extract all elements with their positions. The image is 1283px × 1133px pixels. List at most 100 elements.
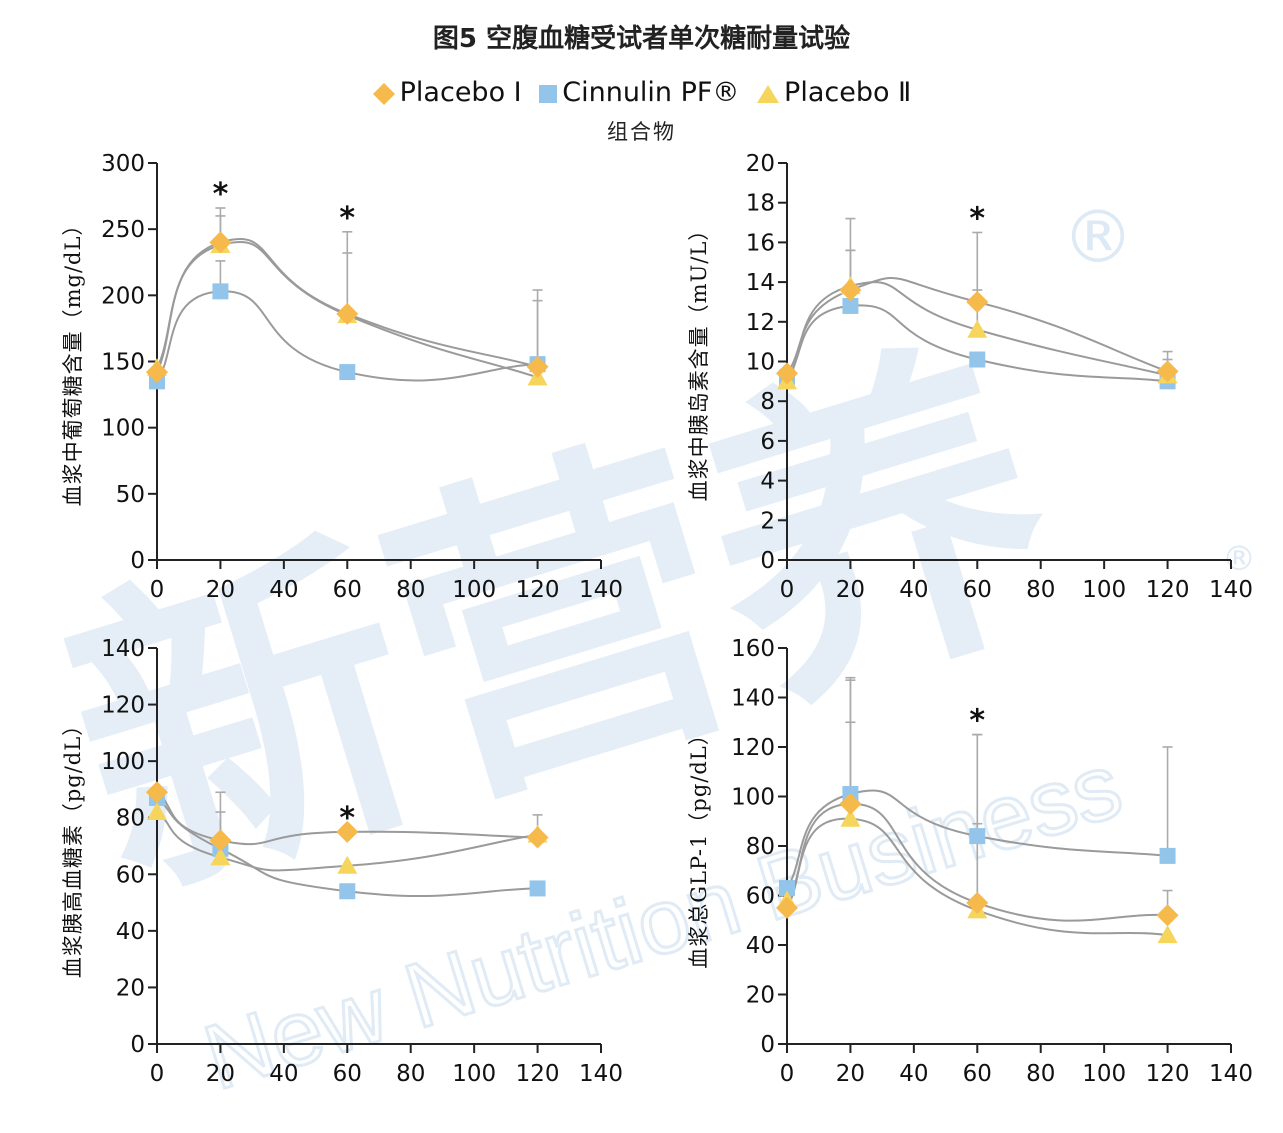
x-tick-label: 60 bbox=[963, 1061, 992, 1087]
data-point-placebo-2 bbox=[337, 855, 358, 874]
y-tick-label: 100 bbox=[731, 785, 775, 811]
x-tick-label: 80 bbox=[396, 577, 425, 603]
x-tick-label: 40 bbox=[899, 1061, 928, 1087]
significance-marker: * bbox=[339, 201, 355, 236]
y-tick-label: 12 bbox=[746, 310, 775, 336]
legend-item-placebo-2: Placebo Ⅱ bbox=[756, 77, 911, 108]
data-point-cinnulin bbox=[779, 880, 795, 897]
legend-label: Placebo Ⅰ bbox=[399, 77, 522, 108]
y-tick-label: 140 bbox=[101, 636, 145, 662]
x-tick-label: 140 bbox=[1209, 1061, 1253, 1087]
series-line bbox=[786, 789, 1168, 889]
x-tick-label: 80 bbox=[1026, 577, 1055, 603]
data-point-placebo-2 bbox=[210, 847, 231, 866]
significance-marker: * bbox=[339, 801, 355, 836]
y-tick-label: 150 bbox=[101, 350, 145, 376]
x-tick-label: 40 bbox=[269, 1061, 298, 1087]
series-line bbox=[786, 802, 1168, 922]
data-point-placebo-1 bbox=[209, 231, 232, 254]
x-tick-label: 100 bbox=[1082, 1061, 1126, 1087]
y-tick-label: 16 bbox=[746, 230, 775, 256]
x-tick-label: 60 bbox=[333, 1061, 362, 1087]
y-tick-label: 2 bbox=[760, 508, 775, 534]
y-tick-label: 40 bbox=[746, 933, 775, 959]
data-point-cinnulin bbox=[842, 297, 859, 314]
x-tick-label: 80 bbox=[1026, 1061, 1055, 1087]
data-point-placebo-1 bbox=[336, 302, 359, 325]
x-tick-label: 40 bbox=[899, 577, 928, 603]
chart-panel-4: 0 20 40 60 80 100 120 140 160 0 20 40 60 80 100 120 140 血… bbox=[687, 636, 1253, 1087]
y-tick-label: 60 bbox=[116, 862, 145, 888]
data-point-placebo-1 bbox=[336, 820, 359, 843]
data-point-placebo-1 bbox=[146, 781, 168, 804]
y-tick-label: 0 bbox=[760, 548, 775, 574]
data-point-placebo-1 bbox=[1156, 904, 1179, 927]
series-line bbox=[786, 817, 1168, 937]
data-point-placebo-2 bbox=[1157, 925, 1178, 944]
data-point-cinnulin bbox=[339, 364, 356, 381]
data-point-placebo-2 bbox=[147, 802, 167, 821]
x-tick-label: 60 bbox=[963, 577, 992, 603]
data-point-placebo-1 bbox=[839, 792, 862, 815]
series-line bbox=[786, 304, 1168, 383]
diamond-marker-icon bbox=[372, 82, 395, 105]
series-line bbox=[786, 281, 1168, 382]
y-tick-label: 40 bbox=[116, 919, 145, 945]
data-point-placebo-1 bbox=[146, 361, 168, 384]
significance-marker: * bbox=[969, 201, 985, 236]
x-tick-label: 100 bbox=[452, 577, 496, 603]
y-tick-label: 100 bbox=[101, 749, 145, 775]
y-tick-label: 160 bbox=[731, 636, 775, 662]
data-point-cinnulin bbox=[339, 883, 356, 900]
y-tick-label: 0 bbox=[130, 1032, 145, 1058]
legend-item-placebo-1: Placebo Ⅰ bbox=[372, 77, 522, 108]
x-tick-label: 20 bbox=[836, 1061, 865, 1087]
x-tick-label: 140 bbox=[1209, 577, 1253, 603]
y-axis-label: 血浆胰高血糖素（pg/dL） bbox=[61, 714, 85, 978]
series-line bbox=[156, 240, 538, 379]
y-tick-label: 6 bbox=[760, 429, 775, 455]
data-point-placebo-1 bbox=[209, 829, 232, 852]
y-axis-label: 血浆总GLP-1（pg/dL） bbox=[687, 723, 711, 969]
x-tick-label: 100 bbox=[452, 1061, 496, 1087]
data-point-placebo-1 bbox=[776, 896, 798, 919]
chart-panel-3: 0 20 40 60 80 100 120 140 0 20 40 60 80 100 120 140 血浆胰高… bbox=[61, 636, 623, 1087]
x-tick-label: 120 bbox=[516, 577, 560, 603]
x-tick-label: 0 bbox=[780, 1061, 795, 1087]
y-tick-label: 140 bbox=[731, 686, 775, 712]
legend-label: Placebo Ⅱ bbox=[784, 77, 912, 108]
y-tick-label: 20 bbox=[746, 983, 775, 1009]
series-line bbox=[156, 811, 538, 872]
x-tick-label: 0 bbox=[780, 577, 795, 603]
significance-marker: * bbox=[969, 704, 985, 739]
y-tick-label: 8 bbox=[760, 389, 775, 415]
data-point-cinnulin bbox=[529, 880, 546, 897]
y-tick-label: 100 bbox=[101, 416, 145, 442]
data-point-placebo-1 bbox=[966, 290, 989, 313]
y-tick-label: 250 bbox=[101, 217, 145, 243]
x-tick-label: 20 bbox=[206, 577, 235, 603]
x-tick-label: 100 bbox=[1082, 577, 1126, 603]
watermark-registered-mark: ® bbox=[1062, 195, 1134, 279]
y-tick-label: 80 bbox=[116, 806, 145, 832]
square-marker-icon bbox=[539, 84, 558, 103]
data-point-placebo-1 bbox=[526, 826, 549, 849]
data-point-cinnulin bbox=[1159, 847, 1176, 864]
data-point-placebo-2 bbox=[967, 319, 988, 338]
significance-marker: * bbox=[213, 177, 229, 212]
x-tick-label: 120 bbox=[1146, 577, 1190, 603]
chart-panel-1: 0 50 100 150 200 250 300 0 20 40 60 80 100 120 140 血浆中葡… bbox=[61, 151, 623, 603]
y-tick-label: 20 bbox=[116, 975, 145, 1001]
y-axis-label: 血浆中葡萄糖含量（mg/dL） bbox=[61, 214, 85, 507]
y-tick-label: 300 bbox=[101, 151, 145, 177]
figure-title: 图5 空腹血糖受试者单次糖耐量试验 bbox=[432, 24, 851, 54]
data-point-cinnulin bbox=[969, 351, 986, 368]
y-tick-label: 60 bbox=[746, 884, 775, 910]
y-tick-label: 10 bbox=[746, 350, 775, 376]
x-tick-label: 120 bbox=[1146, 1061, 1190, 1087]
x-tick-label: 140 bbox=[579, 1061, 623, 1087]
x-tick-label: 80 bbox=[396, 1061, 425, 1087]
y-tick-label: 120 bbox=[101, 693, 145, 719]
y-tick-label: 200 bbox=[101, 283, 145, 309]
